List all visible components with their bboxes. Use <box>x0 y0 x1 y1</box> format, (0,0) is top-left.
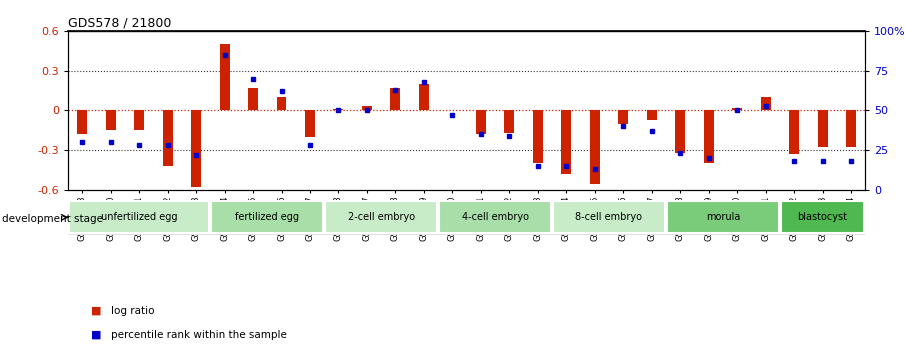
Bar <box>333 109 343 110</box>
Text: blastocyst: blastocyst <box>797 213 847 222</box>
Bar <box>533 110 543 163</box>
Text: 4-cell embryo: 4-cell embryo <box>461 213 528 222</box>
Bar <box>760 97 770 110</box>
Bar <box>325 201 437 233</box>
Bar <box>69 201 209 233</box>
Text: ■: ■ <box>91 306 101 315</box>
Bar <box>106 110 116 130</box>
Bar <box>561 110 571 174</box>
Text: fertilized egg: fertilized egg <box>236 213 299 222</box>
Text: unfertilized egg: unfertilized egg <box>101 213 178 222</box>
Bar <box>554 201 665 233</box>
Bar <box>77 110 87 134</box>
Bar <box>704 110 714 163</box>
Bar <box>211 201 323 233</box>
Bar <box>667 201 778 233</box>
Bar <box>618 110 628 124</box>
Bar <box>191 110 201 187</box>
Bar <box>675 110 685 153</box>
Bar <box>219 44 229 110</box>
Bar <box>590 110 600 185</box>
Text: GDS578 / 21800: GDS578 / 21800 <box>68 17 171 30</box>
Text: 2-cell embryo: 2-cell embryo <box>348 213 415 222</box>
Text: 8-cell embryo: 8-cell embryo <box>575 213 642 222</box>
Bar <box>276 97 286 110</box>
Bar <box>476 110 486 134</box>
Text: percentile rank within the sample: percentile rank within the sample <box>111 330 286 339</box>
Bar <box>248 88 258 110</box>
Bar <box>419 84 429 110</box>
Bar <box>163 110 173 166</box>
Bar <box>781 201 864 233</box>
Text: log ratio: log ratio <box>111 306 154 315</box>
Text: ■: ■ <box>91 330 101 339</box>
Bar <box>817 110 827 147</box>
Bar <box>439 201 551 233</box>
Bar <box>647 110 657 120</box>
Bar <box>505 110 515 133</box>
Text: morula: morula <box>706 213 740 222</box>
Bar <box>305 110 315 137</box>
Bar <box>789 110 799 154</box>
Bar <box>732 108 742 110</box>
Bar <box>134 110 144 130</box>
Bar <box>390 88 400 110</box>
Bar <box>846 110 856 147</box>
Text: development stage: development stage <box>2 214 102 224</box>
Bar <box>362 106 372 110</box>
